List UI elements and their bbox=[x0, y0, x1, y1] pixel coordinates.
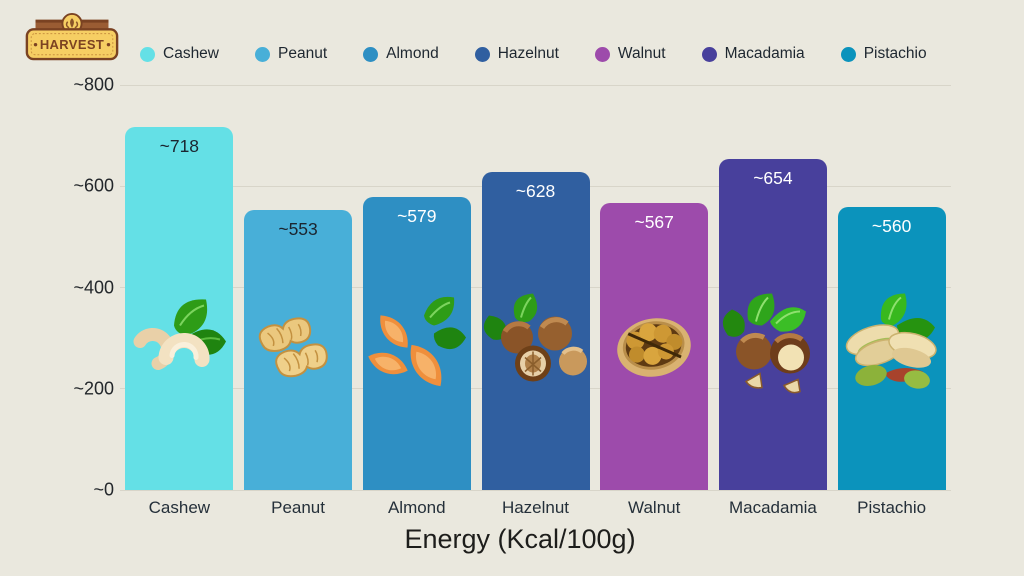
legend-label: Peanut bbox=[278, 45, 328, 62]
peanut-illustration bbox=[258, 317, 328, 378]
x-label-cashew: Cashew bbox=[148, 498, 211, 517]
legend-label: Cashew bbox=[163, 45, 219, 62]
legend-label: Almond bbox=[386, 45, 439, 62]
bar-value-label: ~718 bbox=[159, 135, 200, 156]
gridline bbox=[120, 84, 951, 86]
legend-color-dot bbox=[840, 46, 856, 62]
x-label-walnut: Walnut bbox=[628, 498, 681, 517]
y-tick-label: ~400 bbox=[73, 277, 114, 297]
legend-item-almond: Almond bbox=[363, 45, 439, 63]
bar-peanut: ~553 bbox=[244, 210, 353, 490]
legend-color-dot bbox=[474, 46, 490, 62]
x-label-pistachio: Pistachio bbox=[857, 498, 927, 517]
legend-item-cashew: Cashew bbox=[140, 45, 219, 63]
cashew-illustration bbox=[133, 299, 227, 370]
bar-value-label: ~579 bbox=[397, 205, 437, 226]
legend-color-dot bbox=[255, 46, 270, 62]
y-tick-label: ~600 bbox=[73, 175, 114, 196]
bar-macadamia: ~654 bbox=[718, 158, 827, 490]
x-label-hazelnut: Hazelnut bbox=[501, 498, 570, 517]
legend-item-hazelnut: Hazelnut bbox=[474, 45, 559, 63]
legend-item-macadamia: Macadamia bbox=[701, 45, 805, 63]
y-tick-label: ~200 bbox=[73, 378, 114, 399]
bar-cashew: ~718 bbox=[125, 126, 234, 490]
gridline bbox=[120, 489, 951, 491]
chart-title: Energy (Kcal/100g) bbox=[404, 524, 636, 554]
bar-hazelnut: ~628 bbox=[481, 172, 590, 490]
legend: Cashew Peanut Almond Hazelnut Walnut Macadami… bbox=[140, 45, 927, 63]
legend-color-dot bbox=[594, 46, 610, 62]
legend-label: Hazelnut bbox=[497, 45, 559, 62]
bar-walnut: ~567 bbox=[600, 202, 709, 490]
logo-brand-text: HARVEST bbox=[40, 37, 104, 52]
macadamia-illustration bbox=[722, 293, 810, 394]
bar-value-label: ~654 bbox=[753, 167, 793, 188]
almond-illustration bbox=[368, 296, 466, 387]
x-label-peanut: Peanut bbox=[271, 498, 325, 517]
legend-item-walnut: Walnut bbox=[594, 45, 666, 63]
legend-item-peanut: Peanut bbox=[255, 45, 327, 63]
legend-color-dot bbox=[140, 46, 155, 62]
plot-area: ~718 ~553 ~579 bbox=[120, 84, 951, 491]
bar-pistachio: ~560 bbox=[837, 206, 946, 490]
bar-value-label: ~567 bbox=[634, 211, 674, 232]
pistachio-illustration bbox=[845, 293, 937, 389]
harvest-logo: HARVEST bbox=[24, 10, 120, 64]
walnut-illustration bbox=[617, 318, 691, 377]
legend-label: Pistachio bbox=[863, 45, 927, 62]
x-label-macadamia: Macadamia bbox=[728, 498, 817, 517]
bar-almond: ~579 bbox=[362, 196, 471, 490]
legend-label: Macadamia bbox=[724, 45, 805, 62]
legend-color-dot bbox=[701, 46, 717, 62]
y-tick-label: ~800 bbox=[73, 74, 114, 95]
hazelnut-illustration bbox=[483, 293, 587, 382]
bar-value-label: ~553 bbox=[278, 219, 318, 240]
bar-value-label: ~628 bbox=[515, 181, 556, 202]
bar-value-label: ~560 bbox=[871, 215, 912, 236]
harvest-logo-badge: HARVEST bbox=[25, 13, 119, 61]
legend-color-dot bbox=[363, 46, 379, 62]
legend-label: Walnut bbox=[617, 45, 666, 62]
x-label-almond: Almond bbox=[387, 498, 446, 517]
legend-item-pistachio: Pistachio bbox=[840, 45, 927, 63]
seed-icon bbox=[70, 18, 74, 28]
y-tick-label: ~0 bbox=[93, 479, 114, 500]
